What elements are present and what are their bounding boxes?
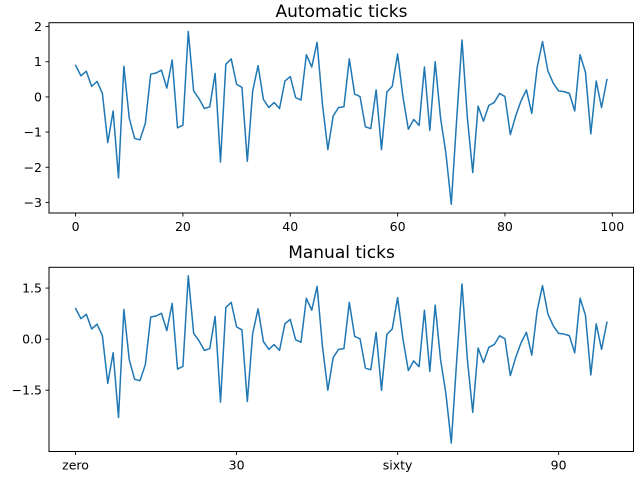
x-tick-label: 40: [282, 219, 298, 234]
x-tick-label: 20: [175, 219, 191, 234]
axes-spines: [48, 22, 634, 214]
data-line: [74, 30, 608, 205]
data-line: [74, 275, 608, 444]
y-tick-label: −1.5: [12, 383, 42, 398]
x-tick-label: 80: [497, 219, 513, 234]
bottom-plot-title: Manual ticks: [288, 243, 395, 263]
y-tick-label: 1.5: [22, 281, 42, 296]
top-plot-title: Automatic ticks: [275, 2, 408, 22]
x-tick-label: 90: [551, 458, 567, 473]
y-tick-label: 0.0: [22, 332, 42, 347]
y-tick-label: 0: [34, 89, 42, 104]
y-tick-label: −3: [24, 195, 42, 210]
y-tick-label: −1: [24, 125, 42, 140]
x-tick-label: 30: [229, 458, 245, 473]
x-tick-label: 0: [72, 219, 80, 234]
x-tick-label: zero: [62, 458, 89, 473]
y-tick-label: 1: [34, 54, 42, 69]
y-tick-label: 2: [34, 19, 42, 34]
x-tick-label: sixty: [383, 458, 413, 473]
axes-spines: [48, 266, 634, 452]
y-tick-label: −2: [24, 160, 42, 175]
bottom-plot: zero 30 sixty 90 1.5 0.0 −1.5: [12, 266, 634, 473]
top-plot: 0 20 40 60 80 100 2 1 0 −1 −2 −3: [24, 19, 634, 234]
x-tick-label: 100: [600, 219, 624, 234]
x-tick-label: 60: [390, 219, 406, 234]
